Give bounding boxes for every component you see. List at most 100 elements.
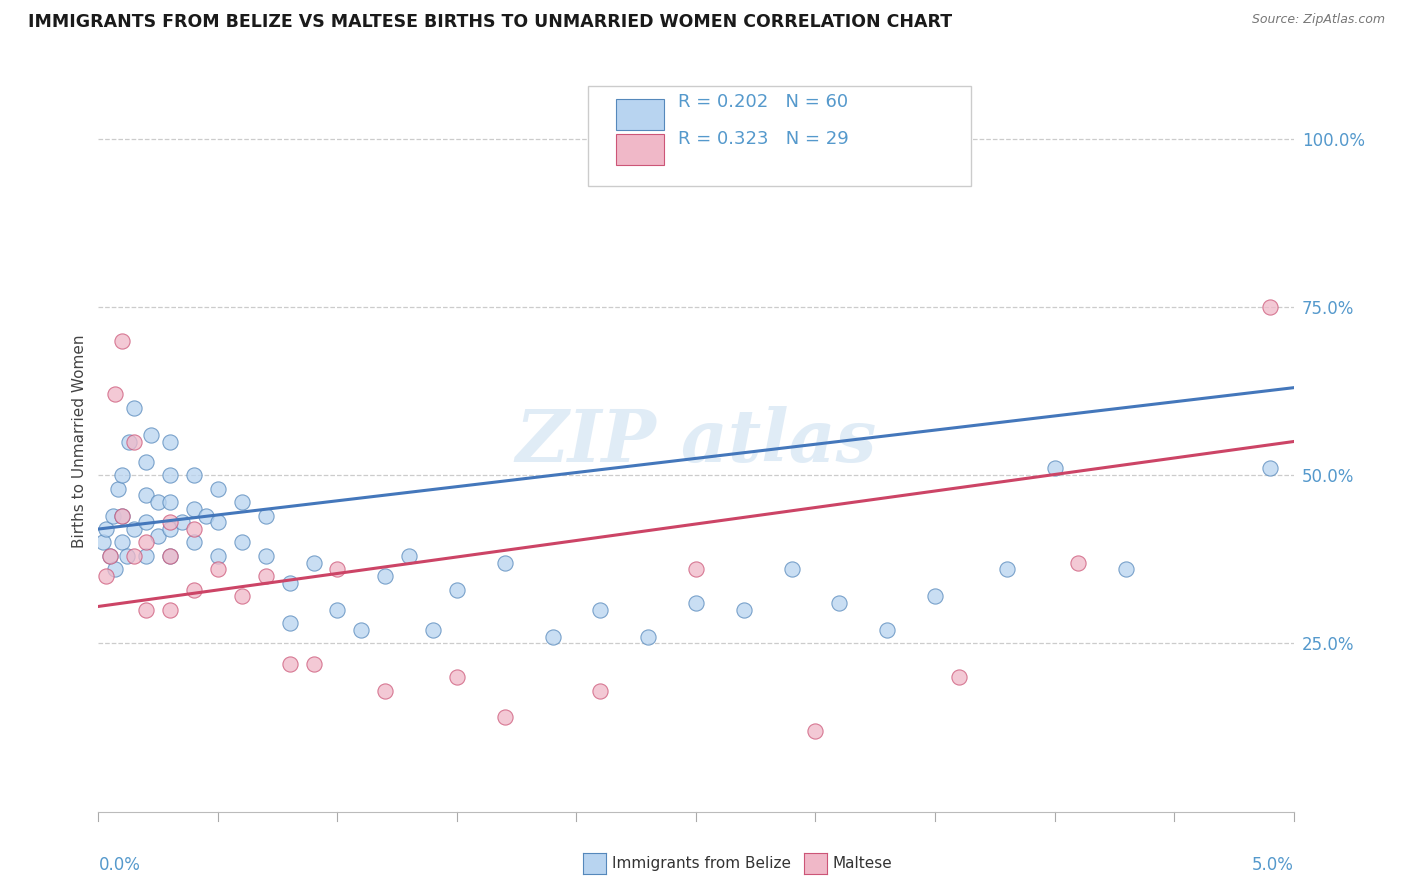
Point: [183, 501, 205, 516]
Point: [183, 468, 205, 483]
Point: [1258, 461, 1281, 475]
Text: 5.0%: 5.0%: [1251, 856, 1294, 874]
Point: [124, 434, 146, 449]
Point: [124, 522, 146, 536]
Point: [207, 482, 229, 496]
Point: [139, 427, 162, 442]
Text: R = 0.323   N = 29: R = 0.323 N = 29: [678, 130, 849, 148]
Point: [159, 495, 181, 509]
Text: 0.0%: 0.0%: [98, 856, 141, 874]
Point: [124, 549, 146, 563]
Point: [111, 508, 134, 523]
Point: [398, 549, 420, 563]
FancyBboxPatch shape: [589, 87, 972, 186]
Point: [159, 468, 181, 483]
Point: [350, 623, 373, 637]
Point: [541, 630, 564, 644]
Point: [104, 562, 127, 576]
Point: [172, 516, 194, 530]
Point: [995, 562, 1018, 576]
Point: [374, 683, 396, 698]
Point: [111, 334, 134, 348]
Point: [589, 603, 612, 617]
Point: [183, 522, 205, 536]
Point: [828, 596, 851, 610]
Point: [231, 535, 253, 549]
Point: [733, 603, 755, 617]
Point: [159, 549, 181, 563]
Point: [422, 623, 444, 637]
FancyBboxPatch shape: [616, 99, 664, 130]
Point: [446, 582, 468, 597]
Point: [183, 535, 205, 549]
Point: [98, 549, 122, 563]
Point: [135, 455, 157, 469]
Point: [1067, 556, 1090, 570]
Point: [148, 529, 170, 543]
Point: [111, 468, 134, 483]
Point: [135, 516, 157, 530]
Point: [111, 535, 134, 549]
Point: [94, 569, 117, 583]
Point: [135, 535, 157, 549]
Point: [159, 434, 181, 449]
Text: Source: ZipAtlas.com: Source: ZipAtlas.com: [1251, 13, 1385, 27]
Point: [302, 556, 325, 570]
Point: [1115, 562, 1137, 576]
Text: Immigrants from Belize: Immigrants from Belize: [612, 856, 790, 871]
Point: [589, 683, 612, 698]
Point: [278, 575, 301, 590]
Point: [107, 482, 129, 496]
Point: [326, 603, 349, 617]
Point: [254, 508, 277, 523]
Point: [494, 710, 516, 724]
Point: [780, 562, 803, 576]
Y-axis label: Births to Unmarried Women: Births to Unmarried Women: [72, 334, 87, 549]
Point: [124, 401, 146, 415]
Point: [207, 562, 229, 576]
Point: [1043, 461, 1066, 475]
Point: [254, 549, 277, 563]
Point: [91, 535, 114, 549]
Point: [326, 562, 349, 576]
Point: [159, 549, 181, 563]
Text: IMMIGRANTS FROM BELIZE VS MALTESE BIRTHS TO UNMARRIED WOMEN CORRELATION CHART: IMMIGRANTS FROM BELIZE VS MALTESE BIRTHS…: [28, 13, 952, 31]
Point: [1258, 300, 1281, 314]
Point: [101, 508, 124, 523]
Point: [118, 434, 141, 449]
Point: [231, 590, 253, 604]
Point: [302, 657, 325, 671]
Point: [94, 522, 117, 536]
Point: [948, 670, 970, 684]
Point: [183, 582, 205, 597]
Point: [685, 596, 707, 610]
Point: [446, 670, 468, 684]
FancyBboxPatch shape: [616, 135, 664, 165]
Point: [98, 549, 122, 563]
Point: [374, 569, 396, 583]
Point: [804, 723, 827, 738]
Point: [207, 516, 229, 530]
Point: [148, 495, 170, 509]
Point: [104, 387, 127, 401]
Point: [278, 616, 301, 631]
Point: [159, 603, 181, 617]
Text: R = 0.202   N = 60: R = 0.202 N = 60: [678, 94, 848, 112]
Point: [494, 556, 516, 570]
Point: [115, 549, 138, 563]
Point: [159, 516, 181, 530]
Point: [159, 522, 181, 536]
Point: [637, 630, 659, 644]
Point: [278, 657, 301, 671]
Point: [195, 508, 218, 523]
Point: [135, 488, 157, 502]
Point: [231, 495, 253, 509]
Point: [876, 623, 898, 637]
Point: [254, 569, 277, 583]
Text: ZIP atlas: ZIP atlas: [516, 406, 876, 477]
Point: [111, 508, 134, 523]
Point: [924, 590, 946, 604]
Point: [135, 549, 157, 563]
Point: [207, 549, 229, 563]
Text: Maltese: Maltese: [832, 856, 891, 871]
